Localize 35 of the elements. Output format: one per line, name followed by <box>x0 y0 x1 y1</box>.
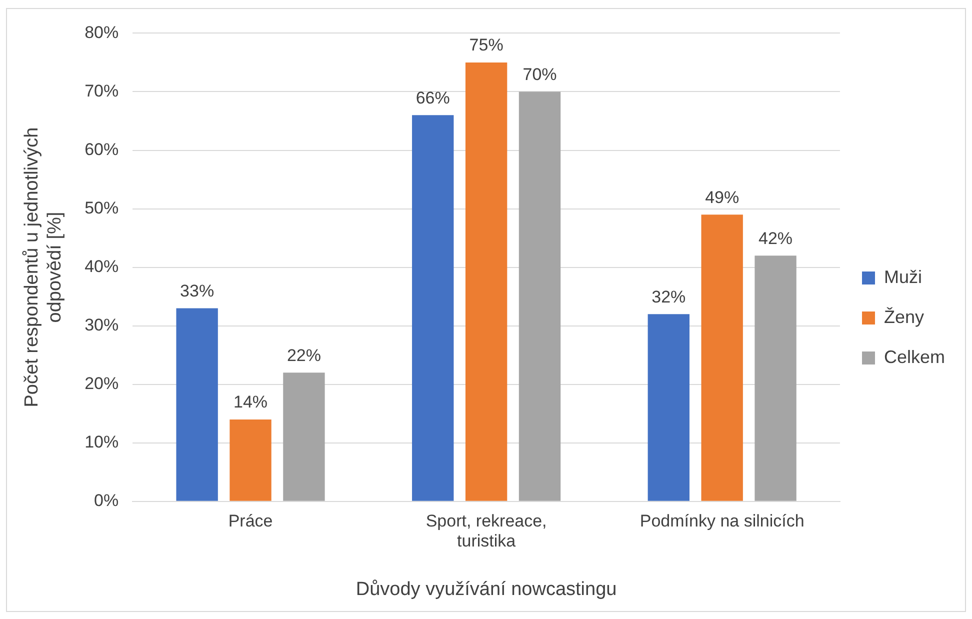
y-tick-label: 20% <box>84 374 119 394</box>
data-label: 70% <box>522 64 557 84</box>
bar <box>701 214 743 501</box>
legend-label: Muži <box>884 266 922 287</box>
bar <box>518 92 561 501</box>
data-label: 42% <box>758 228 793 248</box>
x-axis-title: Důvody využívání nowcastingu <box>356 578 617 600</box>
x-tick-label: Podmínky na silnicích <box>640 511 804 530</box>
bar <box>176 308 218 501</box>
data-label: 66% <box>416 88 450 108</box>
y-tick-label: 10% <box>84 432 119 452</box>
data-label: 14% <box>234 392 268 412</box>
bar <box>230 419 272 501</box>
y-tick-label: 40% <box>84 256 119 276</box>
legend-label: Ženy <box>884 306 924 327</box>
data-label: 75% <box>469 36 504 55</box>
x-tick-label: Práce <box>228 511 273 530</box>
y-tick-label: 0% <box>94 491 119 510</box>
bar <box>648 314 690 501</box>
y-tick-label: 50% <box>84 198 119 218</box>
y-tick-label: 70% <box>84 81 119 100</box>
x-tick-label: Sport, rekreace, turistika <box>426 511 547 551</box>
y-axis-title: Počet respondentů u jednotlivých odpovědí [%] <box>22 127 66 408</box>
bar <box>465 62 508 501</box>
data-label: 33% <box>180 281 214 300</box>
data-label: 49% <box>705 188 740 207</box>
y-tick-label: 80% <box>84 22 119 42</box>
data-label: 22% <box>286 346 321 365</box>
bar <box>754 256 796 501</box>
y-tick-label: 60% <box>84 140 119 159</box>
bar <box>283 372 325 501</box>
legend-label: Celkem <box>884 346 945 367</box>
data-label: 32% <box>652 287 686 306</box>
bar <box>412 115 454 501</box>
y-tick-label: 30% <box>84 316 119 335</box>
